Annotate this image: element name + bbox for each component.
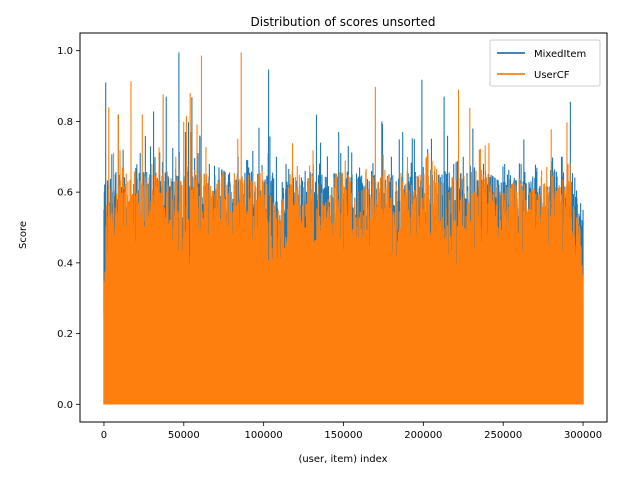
x-tick-label: 50000 [168, 430, 200, 441]
y-tick-label: 0.0 [57, 400, 73, 411]
legend-label-usercf: UserCF [534, 70, 570, 81]
x-axis: 0 50000 100000 150000 200000 250000 300000 [101, 422, 602, 441]
series-usercf [103, 52, 584, 405]
y-tick-label: 0.4 [57, 258, 73, 269]
x-tick-label: 0 [101, 430, 107, 441]
x-tick-label: 200000 [404, 430, 442, 441]
x-tick-label: 150000 [324, 430, 362, 441]
y-tick-label: 0.2 [57, 329, 73, 340]
x-tick-label: 250000 [484, 430, 522, 441]
legend-label-mixeditem: MixedItem [534, 49, 586, 60]
y-tick-label: 0.6 [57, 188, 73, 199]
x-axis-label: (user, item) index [298, 454, 387, 465]
series-dense-band [103, 280, 584, 405]
y-tick-label: 1.0 [57, 46, 73, 57]
x-tick-label: 100000 [245, 430, 283, 441]
chart-title: Distribution of scores unsorted [251, 15, 436, 29]
series-layer [103, 52, 584, 405]
x-tick-label: 300000 [564, 430, 602, 441]
legend: MixedItem UserCF [489, 39, 601, 87]
y-axis-label: Score [18, 221, 29, 249]
y-axis: 0.0 0.2 0.4 0.6 0.8 1.0 [57, 46, 80, 411]
y-tick-label: 0.8 [57, 117, 73, 128]
